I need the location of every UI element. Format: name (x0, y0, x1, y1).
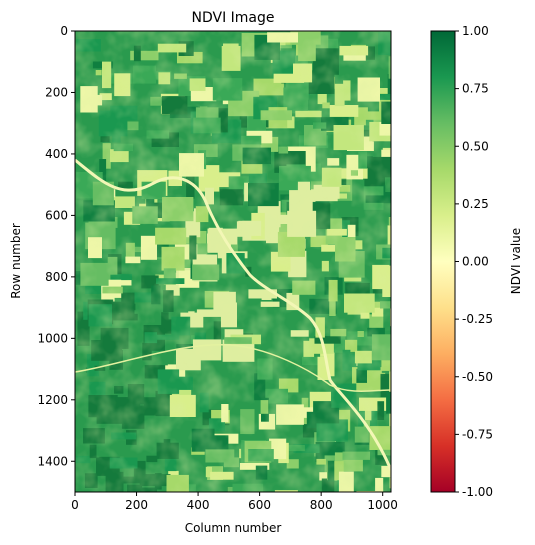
colorbar-tick-label: 0.00 (462, 255, 489, 269)
x-tick-label: 800 (310, 498, 333, 512)
field-patch (390, 108, 391, 118)
colorbar-tick-label: -0.25 (462, 312, 493, 326)
y-tick-label: 0 (60, 24, 68, 38)
canal (75, 344, 391, 392)
x-axis: 0 200 400 600 800 1000 (71, 492, 398, 512)
y-axis: 0 200 400 600 800 1000 1200 1400 (37, 24, 75, 468)
river (75, 158, 391, 471)
ndvi-image (75, 31, 391, 492)
colorbar-tick-label: -0.75 (462, 427, 493, 441)
x-tick-label: 1000 (367, 498, 398, 512)
colorbar: -1.00 -0.75 -0.50 -0.25 0.00 0.25 0.50 0.75 1.00… (430, 24, 523, 499)
colorbar-tick-label: 0.50 (462, 139, 489, 153)
y-tick-label: 400 (45, 147, 68, 161)
field-patch (388, 56, 391, 79)
colorbar-label: NDVI value (509, 228, 523, 294)
x-tick-label: 400 (187, 498, 210, 512)
field-patch (389, 477, 391, 489)
colorbar-ticks: -1.00 -0.75 -0.50 -0.25 0.00 0.25 0.50 0.75 1.00 (455, 24, 493, 499)
field-patch (389, 371, 391, 393)
y-axis-label: Row number (9, 223, 23, 299)
chart-title: NDVI Image (191, 10, 274, 26)
colorbar-gradient (431, 31, 455, 492)
x-tick-label: 200 (125, 498, 148, 512)
y-tick-label: 200 (45, 85, 68, 99)
image-frame (74, 30, 392, 493)
y-tick-label: 800 (45, 270, 68, 284)
colorbar-tick-label: 0.25 (462, 197, 489, 211)
texture-overlay (75, 31, 391, 492)
colorbar-tick-label: -1.00 (462, 485, 493, 499)
y-tick-label: 600 (45, 208, 68, 222)
field-patch (389, 404, 391, 430)
x-axis-label: Column number (185, 521, 282, 535)
y-tick-label: 1400 (37, 454, 68, 468)
colorbar-tick-label: -0.50 (462, 370, 493, 384)
colorbar-tick-label: 0.75 (462, 82, 489, 96)
x-tick-label: 0 (71, 498, 79, 512)
x-tick-label: 600 (248, 498, 271, 512)
y-tick-label: 1000 (37, 331, 68, 345)
colorbar-tick-label: 1.00 (462, 24, 489, 38)
y-tick-label: 1200 (37, 393, 68, 407)
field-patch (390, 303, 391, 327)
